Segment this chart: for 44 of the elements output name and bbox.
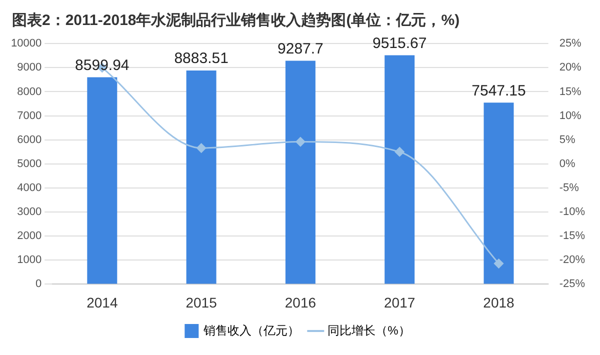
bar (186, 70, 216, 284)
bar (87, 77, 118, 284)
y-tick-label: 9000 (17, 62, 42, 74)
point (494, 258, 504, 268)
y-tick-label: 8000 (17, 86, 42, 98)
y2-tick-label: -15% (559, 230, 586, 242)
y2-tick-label: -10% (559, 206, 586, 218)
y-tick-label: 7000 (17, 110, 42, 122)
point (394, 147, 404, 157)
y-tick-label: 6000 (17, 134, 42, 146)
y-tick-label: 5000 (17, 158, 42, 170)
data-label: 9287.7 (278, 40, 324, 58)
y2-tick-label: -25% (559, 278, 586, 290)
x-tick-label: 2015 (186, 294, 218, 310)
data-label: 8883.51 (174, 50, 228, 68)
y-tick-label: 3000 (17, 206, 42, 218)
y2-tick-label: 5% (559, 134, 576, 146)
y2-tick-label: -20% (559, 254, 586, 266)
point (196, 143, 206, 153)
x-tick-label: 2017 (384, 294, 416, 310)
x-tick-label: 2016 (284, 294, 316, 310)
y-tick-label: 10000 (10, 38, 42, 50)
y2-tick-label: 10% (559, 110, 582, 122)
x-tick-label: 2014 (86, 294, 118, 310)
point (296, 137, 306, 147)
y-tick-label: 4000 (17, 182, 42, 194)
y-tick-label: 0 (35, 278, 42, 290)
y-tick-label: 1000 (17, 254, 42, 266)
y2-tick-label: 0% (559, 158, 576, 170)
bar (285, 60, 316, 284)
bar (484, 102, 514, 284)
x-tick-label: 2018 (483, 294, 515, 310)
chart-title: 图表2：2011-2018年水泥制品行业销售收入趋势图(单位：亿元，%) (11, 11, 461, 31)
y2-tick-label: -5% (559, 182, 580, 194)
legend-label: 同比增长（%） (328, 323, 410, 338)
data-label: 7547.15 (472, 82, 526, 100)
legend-label: 销售收入（亿元） (202, 323, 300, 338)
bar (384, 55, 415, 284)
y2-tick-label: 15% (559, 86, 582, 98)
data-label: 9515.67 (372, 34, 427, 52)
y2-tick-label: 25% (559, 38, 582, 50)
data-label: 8599.94 (75, 56, 130, 74)
y2-tick-label: 20% (559, 62, 582, 74)
y-tick-label: 2000 (17, 230, 42, 242)
